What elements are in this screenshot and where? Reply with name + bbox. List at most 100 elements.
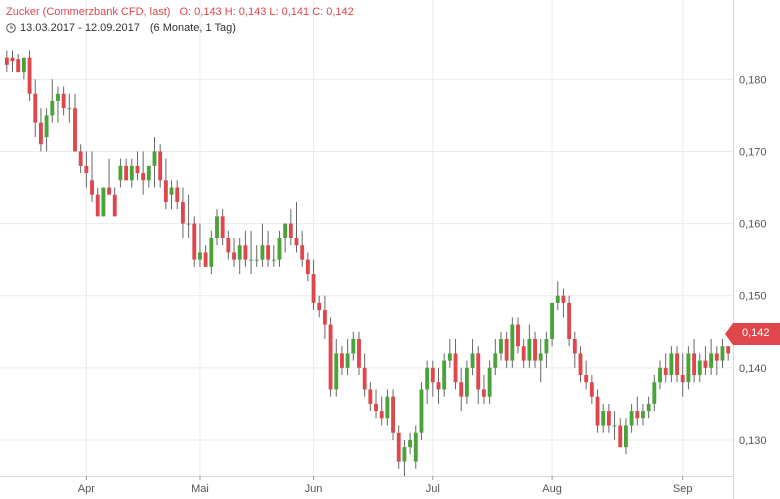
candle xyxy=(300,230,305,267)
instrument-title: Zucker (Commerzbank CFD, last) xyxy=(6,6,171,18)
candle-body xyxy=(504,338,509,361)
candle-body xyxy=(78,151,83,166)
candle-body xyxy=(476,353,481,390)
x-tick-label: Mai xyxy=(191,483,209,495)
last-price-tag: 0,142 xyxy=(725,323,780,345)
candle-body xyxy=(436,382,441,390)
candle-body xyxy=(714,353,719,361)
candle-body xyxy=(572,338,577,354)
candle xyxy=(442,353,447,397)
candle-body xyxy=(220,216,225,238)
candle-body xyxy=(482,389,486,397)
candle-body xyxy=(146,165,151,181)
candle xyxy=(544,331,549,368)
candle-body xyxy=(129,165,134,181)
candle xyxy=(470,338,475,376)
candle xyxy=(436,367,441,404)
candle-body xyxy=(135,165,140,174)
candle-body xyxy=(408,439,413,448)
candle-body xyxy=(510,324,515,361)
candle xyxy=(33,79,38,138)
candle xyxy=(288,209,293,246)
interval-label: (6 Monate, 1 Tag) xyxy=(149,22,236,34)
candle xyxy=(317,295,322,318)
candle xyxy=(271,245,276,267)
candle-body xyxy=(61,93,66,109)
candle-body xyxy=(692,353,697,376)
candle-body xyxy=(612,425,617,427)
candle-body xyxy=(27,57,32,94)
candle-body xyxy=(425,367,430,390)
candle xyxy=(680,353,685,397)
candle-body xyxy=(391,396,395,433)
candle-body xyxy=(646,403,651,412)
candle-body xyxy=(158,151,163,181)
candle xyxy=(692,338,697,383)
candle-body xyxy=(141,173,146,181)
candle xyxy=(340,346,344,376)
candle-body xyxy=(430,367,435,383)
candle-body xyxy=(663,367,668,376)
candle-body xyxy=(90,180,94,195)
candle-body xyxy=(402,447,407,462)
candle xyxy=(163,158,168,210)
candle xyxy=(44,108,49,152)
candle-body xyxy=(254,259,259,261)
candle xyxy=(720,338,725,368)
candle xyxy=(260,223,265,267)
candle xyxy=(152,137,157,188)
candle xyxy=(476,346,481,404)
candle xyxy=(277,230,282,267)
candle xyxy=(663,353,668,383)
candle xyxy=(499,331,503,361)
candle xyxy=(4,50,9,73)
candle-body xyxy=(232,252,236,260)
x-tick-label: Apr xyxy=(78,483,95,495)
candle xyxy=(73,93,77,152)
grid xyxy=(0,0,734,499)
candle-body xyxy=(368,389,373,404)
candle-body xyxy=(686,353,691,383)
candle xyxy=(95,187,100,217)
candle xyxy=(101,187,106,217)
candle xyxy=(612,411,617,440)
candle xyxy=(430,360,435,397)
x-tick-label: Aug xyxy=(542,483,562,495)
candle xyxy=(726,346,731,361)
candle-body xyxy=(521,346,526,361)
candle xyxy=(578,346,583,383)
candle-body xyxy=(10,57,15,62)
candle-body xyxy=(56,93,60,101)
candle xyxy=(112,187,117,217)
candle-body xyxy=(447,353,452,361)
candle-body xyxy=(112,194,117,217)
y-tick-label: 0,160 xyxy=(739,219,767,231)
candle xyxy=(550,302,555,347)
candle-body xyxy=(317,302,322,311)
chart-subheader: 13.03.2017 - 12.09.2017 (6 Monate, 1 Tag… xyxy=(6,22,236,34)
candle-body xyxy=(601,411,606,426)
candle xyxy=(56,86,60,123)
candle xyxy=(675,346,679,383)
candle xyxy=(61,86,66,116)
candle-body xyxy=(357,338,361,368)
candle-body xyxy=(459,382,464,397)
candle xyxy=(249,230,253,275)
candle-body xyxy=(73,108,77,152)
candle-body xyxy=(16,59,21,73)
candle-body xyxy=(544,338,549,354)
candle-body xyxy=(4,57,9,65)
candle-body xyxy=(385,396,390,419)
candle-body xyxy=(675,353,679,376)
candle xyxy=(198,223,202,267)
candle xyxy=(220,209,225,246)
candle xyxy=(533,331,537,368)
candle xyxy=(283,223,288,253)
candle-body xyxy=(175,187,180,202)
candle-body xyxy=(209,238,214,267)
candle xyxy=(646,396,651,419)
candle-body xyxy=(709,353,714,368)
x-tick-label: Jun xyxy=(305,483,323,495)
candle xyxy=(180,187,185,238)
